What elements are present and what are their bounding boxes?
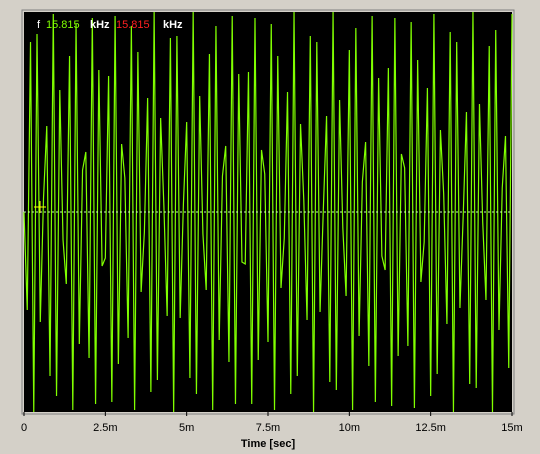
- x-axis-label: Time [sec]: [241, 438, 296, 450]
- readout-unit: kHz: [163, 19, 183, 31]
- x-tick-label: 5m: [179, 422, 194, 434]
- readout-unit: kHz: [90, 19, 110, 31]
- signal-line: [23, 11, 513, 413]
- cursor: [34, 201, 46, 213]
- x-tick-label: 10m: [339, 422, 360, 434]
- x-tick-label: 0: [21, 422, 27, 434]
- x-tick-label: 12.5m: [415, 422, 446, 434]
- readout-value: 15.815: [116, 19, 150, 31]
- x-tick-label: 7.5m: [256, 422, 280, 434]
- x-tick-label: 2.5m: [93, 422, 117, 434]
- readout-label: f: [37, 19, 41, 31]
- x-tick-label: 15m: [501, 422, 522, 434]
- plot-layer: [23, 11, 513, 413]
- readout-value: 15.815: [46, 19, 80, 31]
